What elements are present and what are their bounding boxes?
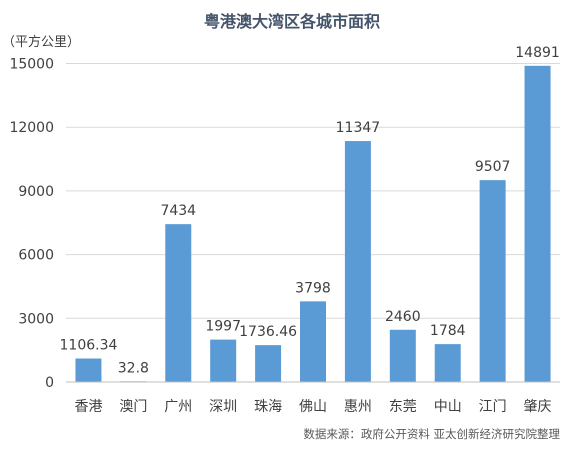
y-axis-ticks: 0 3000 6000 9000 12000 15000: [9, 57, 54, 392]
data-label: 1736.46: [239, 324, 297, 340]
x-tick-label: 深圳: [209, 399, 237, 415]
x-axis-ticks: 香港 澳门 广州 深圳 珠海 佛山 惠州 东莞 中山 江门 肇庆: [74, 399, 551, 415]
bar: [344, 141, 371, 382]
data-label: 9507: [475, 159, 511, 175]
y-tick-label: 9000: [18, 184, 54, 200]
x-tick-label: 澳门: [119, 399, 147, 415]
y-tick-label: 12000: [9, 120, 54, 136]
data-label: 1784: [430, 323, 466, 339]
bar: [210, 339, 237, 382]
data-label: 7434: [160, 203, 196, 219]
bar: [479, 180, 506, 382]
x-tick-label: 中山: [434, 399, 462, 415]
chart-title: 粤港澳大湾区各城市面积: [204, 12, 380, 31]
bar: [434, 344, 461, 382]
x-tick-label: 江门: [479, 399, 507, 415]
y-tick-label: 3000: [18, 311, 54, 327]
y-axis-label: （平方公里）: [2, 34, 80, 50]
data-label: 1997: [205, 319, 241, 335]
x-tick-label: 肇庆: [524, 399, 552, 415]
data-label: 14891: [515, 45, 560, 61]
data-label: 11347: [336, 120, 381, 136]
source-note: 数据来源：政府公开资料 亚太创新经济研究院整理: [303, 427, 560, 441]
bars: [75, 65, 551, 383]
x-tick-label: 佛山: [299, 399, 327, 415]
x-tick-label: 广州: [164, 399, 192, 415]
x-tick-label: 东莞: [389, 399, 417, 415]
bar: [75, 358, 102, 382]
data-label: 3798: [295, 280, 331, 296]
y-tick-label: 15000: [9, 57, 54, 73]
x-tick-label: 惠州: [344, 399, 372, 415]
bar: [524, 65, 551, 383]
y-tick-label: 6000: [18, 248, 54, 264]
x-tick-label: 珠海: [254, 399, 282, 415]
data-label: 32.8: [118, 360, 149, 376]
bar: [389, 329, 416, 382]
data-label: 2460: [385, 309, 421, 325]
x-tick-label: 香港: [74, 399, 102, 415]
bar: [255, 345, 282, 382]
bar: [165, 224, 192, 382]
data-label: 1106.34: [60, 338, 118, 354]
bar: [300, 301, 326, 382]
y-tick-label: 0: [45, 375, 54, 391]
gridlines: [66, 63, 560, 319]
